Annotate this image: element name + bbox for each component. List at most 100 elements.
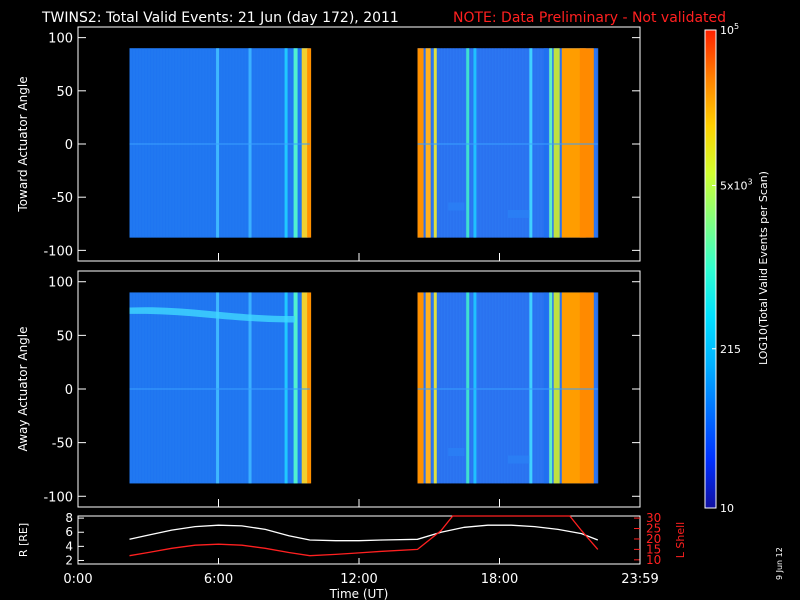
- heatmap-column: [513, 292, 518, 484]
- panel-frame: [77, 515, 641, 565]
- preliminary-note: NOTE: Data Preliminary - Not validated: [453, 10, 726, 26]
- heatmap-stripe: [301, 292, 308, 484]
- heatmap-column: [423, 48, 428, 238]
- heatmap-column: [237, 48, 242, 238]
- heatmap-column: [513, 48, 518, 238]
- heatmap-column: [531, 292, 536, 484]
- heatmap-column: [504, 48, 509, 238]
- heatmap-column: [279, 292, 284, 484]
- heatmap-stripe: [579, 292, 594, 484]
- heatmap-column: [255, 292, 260, 484]
- heatmap-column: [210, 292, 215, 484]
- heatmap-column: [297, 48, 302, 238]
- heatmap-column: [516, 292, 521, 484]
- heatmap-feature: [448, 202, 465, 211]
- heatmap-column: [147, 292, 152, 484]
- heatmap-column: [540, 48, 545, 238]
- heatmap-column: [498, 292, 503, 484]
- heatmap-column: [135, 292, 140, 484]
- y-tick-label: 50: [56, 85, 73, 100]
- x-axis-label: Time (UT): [329, 587, 389, 600]
- colorbar-tick-label: 10: [720, 502, 734, 515]
- heatmap-blocks: [129, 48, 599, 238]
- heatmap-column: [459, 48, 464, 238]
- heatmap-column: [534, 292, 539, 484]
- heatmap-column: [273, 292, 278, 484]
- heatmap-column: [183, 48, 188, 238]
- colorbar-ticks: 10 215 5x103 105: [712, 22, 753, 515]
- lshell-tick-label: 15: [646, 542, 661, 556]
- heatmap-column: [234, 292, 239, 484]
- heatmap-column: [180, 48, 185, 238]
- lshell-axis-label: L Shell: [674, 522, 687, 558]
- heatmap-column: [267, 292, 272, 484]
- y-tick-label: -50: [52, 191, 73, 206]
- heatmap-column: [225, 292, 230, 484]
- heatmap-column: [174, 48, 179, 238]
- heatmap-column: [195, 48, 200, 238]
- heatmap-column: [168, 48, 173, 238]
- heatmap-column: [135, 48, 140, 238]
- heatmap-column: [204, 48, 209, 238]
- y-tick-label: 100: [48, 276, 73, 291]
- heatmap-column: [258, 48, 263, 238]
- heatmap-column: [531, 48, 536, 238]
- heatmap-column: [288, 292, 293, 484]
- time-tick-label: 12:00: [340, 572, 377, 587]
- heatmap-column: [222, 292, 227, 484]
- zero-angle-band: [417, 388, 598, 390]
- heatmap-column: [279, 48, 284, 238]
- heatmap-column: [441, 48, 446, 238]
- y-axis-label: Away Actuator Angle: [16, 326, 30, 451]
- heatmap-column: [435, 292, 440, 484]
- heatmap-column: [213, 48, 218, 238]
- colorbar-tick-label: 215: [720, 343, 741, 356]
- heatmap-column: [162, 48, 167, 238]
- zero-angle-band: [417, 143, 598, 145]
- time-tick-label: 18:00: [481, 572, 518, 587]
- zero-angle-band: [129, 388, 310, 390]
- heatmap-column: [264, 48, 269, 238]
- time-tick-label: 6:00: [204, 572, 233, 587]
- time-axis-ticks: 0:00 6:00 12:00 18:00 23:59: [63, 558, 659, 587]
- r-tick-label: 2: [65, 553, 73, 567]
- heatmap-column: [195, 292, 200, 484]
- heatmap-column: [162, 292, 167, 484]
- heatmap-column: [471, 292, 476, 484]
- heatmap-column: [270, 292, 275, 484]
- heatmap-column: [447, 48, 452, 238]
- heatmap-feature: [507, 455, 530, 464]
- heatmap-stripe: [553, 48, 560, 238]
- heatmap-column: [264, 292, 269, 484]
- heatmap-column: [510, 48, 515, 238]
- heatmap-stripe: [307, 292, 312, 484]
- heatmap-block: [129, 292, 312, 484]
- heatmap-column: [492, 292, 497, 484]
- away-actuator-panel: 100 50 0 -50 -100 Away Actuator Angle: [16, 270, 641, 508]
- heatmap-column: [480, 292, 485, 484]
- heatmap-feature: [448, 448, 465, 456]
- heatmap-column: [453, 292, 458, 484]
- heatmap-column: [489, 48, 494, 238]
- y-tick-label: -100: [43, 244, 73, 259]
- heatmap-column: [507, 292, 512, 484]
- heatmap-column: [141, 292, 146, 484]
- heatmap-column: [486, 292, 491, 484]
- heatmap-column: [246, 48, 251, 238]
- heatmap-stripe: [301, 48, 308, 238]
- heatmap-column: [255, 48, 260, 238]
- y-tick-label: 0: [65, 383, 73, 398]
- orbit-lines: [129, 515, 599, 557]
- heatmap-column: [273, 48, 278, 238]
- heatmap-column: [534, 48, 539, 238]
- heatmap-column: [159, 48, 164, 238]
- lshell-tick-label: 30: [646, 511, 661, 525]
- heatmap-column: [492, 48, 497, 238]
- heatmap-column: [156, 292, 161, 484]
- heatmap-column: [171, 292, 176, 484]
- colorbar-tick-label: 5x103: [720, 177, 753, 192]
- heatmap-stripe: [543, 48, 548, 238]
- heatmap-feature: [129, 307, 295, 323]
- heatmap-column: [168, 292, 173, 484]
